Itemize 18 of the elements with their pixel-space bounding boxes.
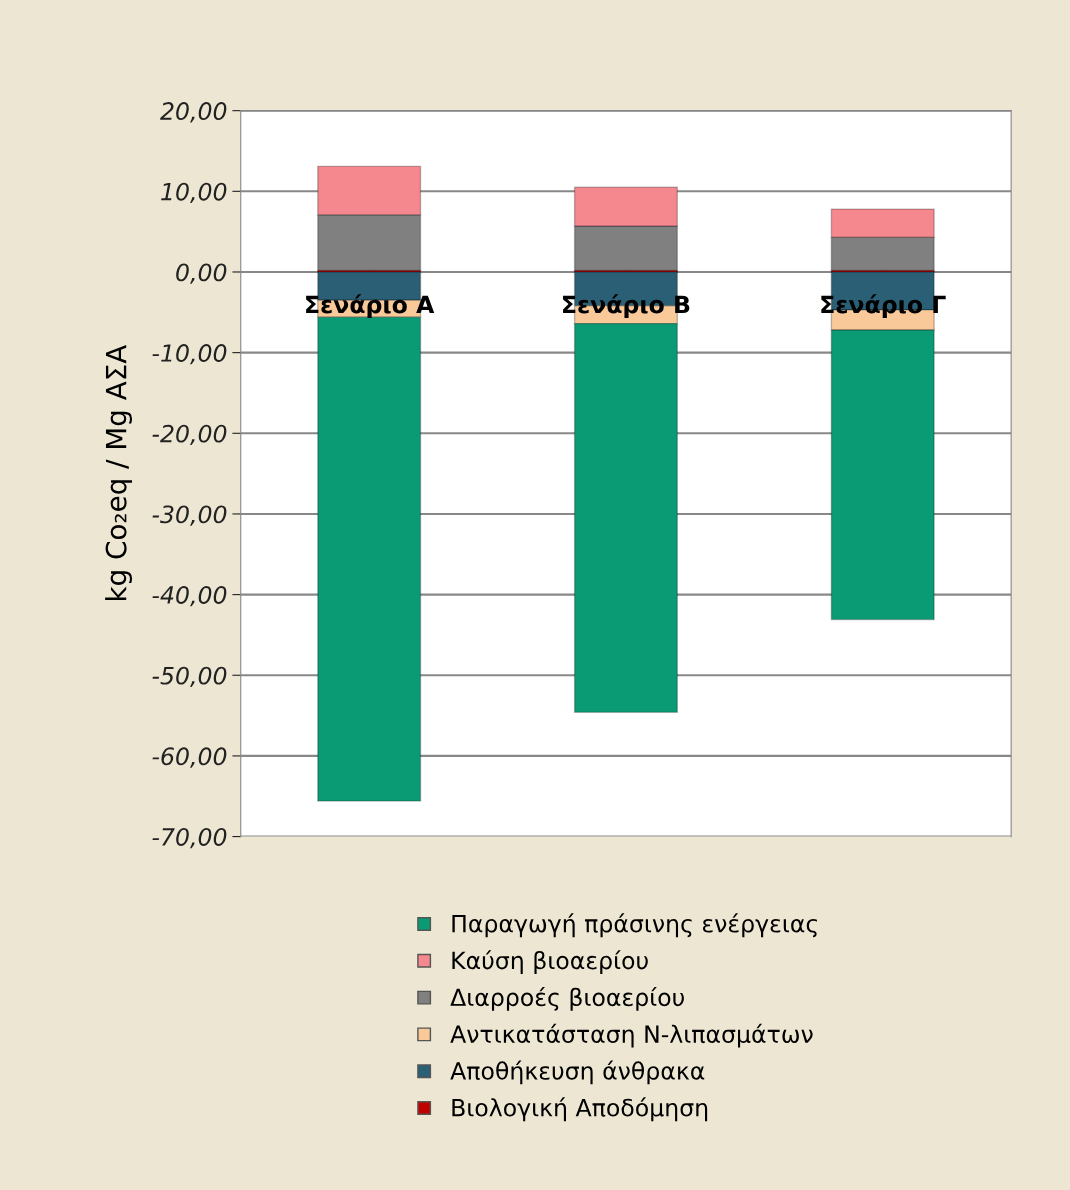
y-tick-label: 10,00 — [161, 182, 227, 204]
y-tick-label: -10,00 — [152, 344, 227, 365]
y-tick-label: -50,00 — [152, 666, 227, 687]
y-tick-label: 20,00 — [160, 102, 227, 123]
legend-label: Παραγωγή πράσινης ενέργειας — [452, 913, 817, 938]
legend-label: Αποθήκευση άνθρακα — [450, 1060, 705, 1085]
x-tick-label: Σενάριο Α — [306, 294, 435, 318]
legend-label: Αντικατάσταση Ν-λιπασμάτων — [450, 1023, 813, 1048]
y-axis-title: kg Co₂eq / Mg ΑΣΑ — [105, 344, 132, 600]
legend-label: Βιολογική Αποδόμηση — [452, 1097, 708, 1122]
legend-label: Διαρροές βιοαερίου — [450, 986, 684, 1011]
y-tick-label: -30,00 — [152, 505, 227, 526]
y-tick-label: -70,00 — [152, 828, 227, 849]
y-tick-label: -40,00 — [152, 586, 227, 607]
y-tick-label: -20,00 — [152, 424, 227, 446]
y-tick-label: 0,00 — [176, 263, 227, 284]
legend-label: Καύση βιοαερίου — [452, 950, 648, 974]
y-tick-label: -60,00 — [152, 747, 227, 768]
